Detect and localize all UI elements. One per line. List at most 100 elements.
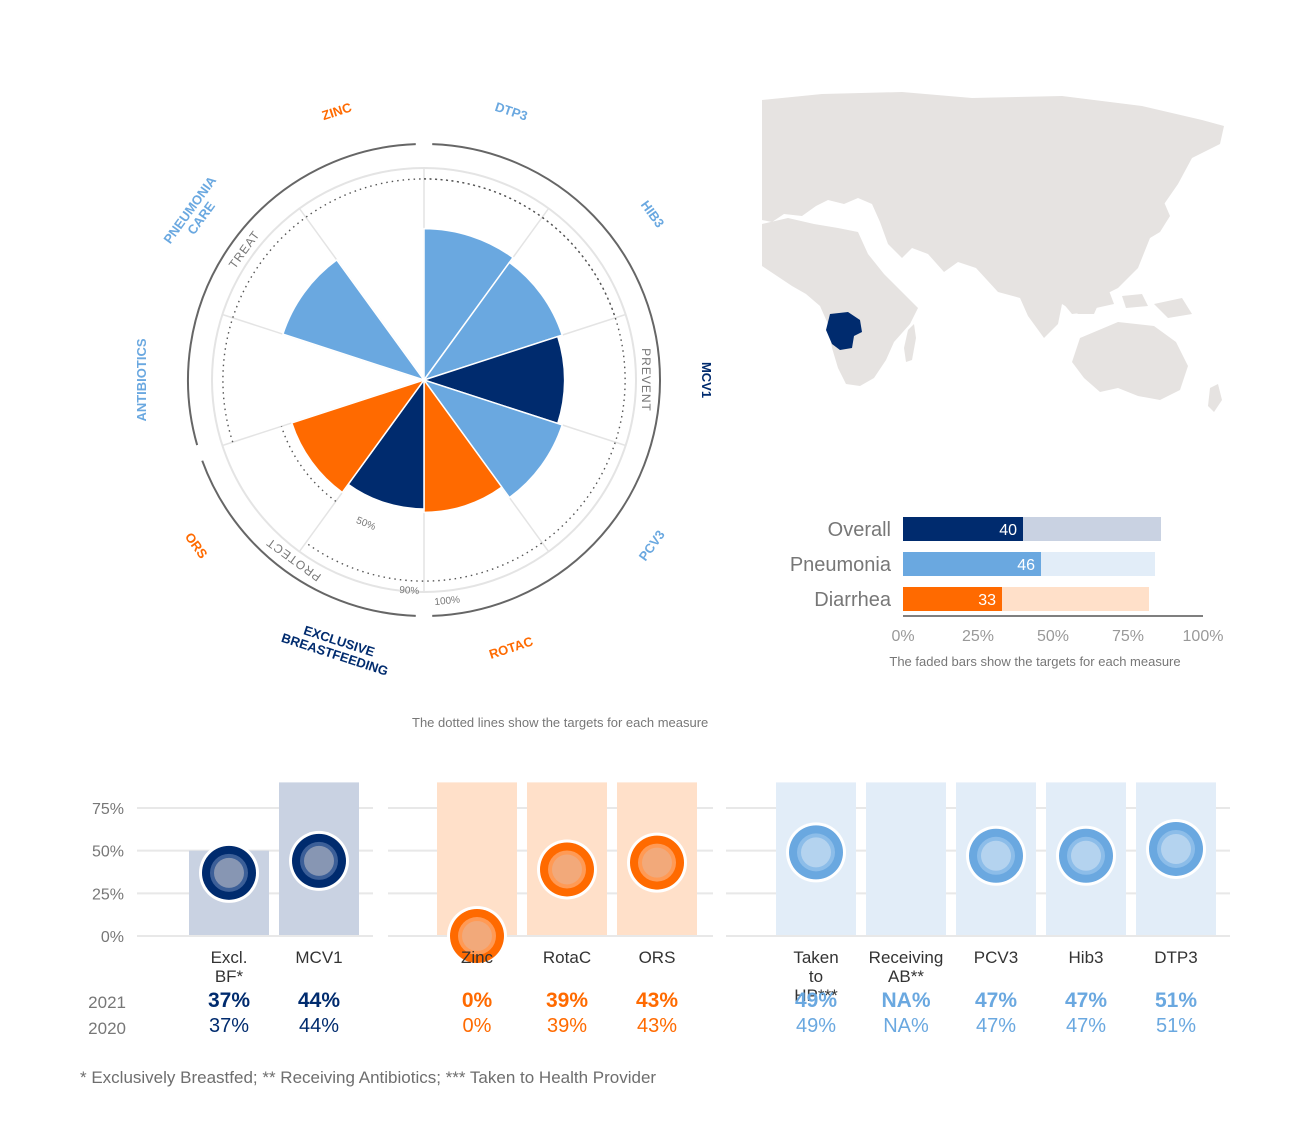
indicator-label: Taken to HP***	[793, 948, 838, 1005]
rose-targets-note: The dotted lines show the targets for ea…	[412, 715, 709, 730]
value-2021: 49%	[795, 989, 837, 1012]
y-tick-label: 50%	[92, 844, 124, 861]
rose-sector-label: ORS	[182, 530, 211, 562]
indicator-label-line: Hib3	[1069, 948, 1104, 967]
rose-ring-label: 90%	[399, 585, 420, 597]
value-2020: 49%	[796, 1015, 836, 1037]
indicator-label: ORS	[639, 948, 676, 967]
category-label: Diarrhea	[814, 589, 892, 611]
rose-chart: 50%90%100%PREVENTPROTECTTREATDTP3HIB3MCV…	[134, 99, 714, 679]
rose-sector-label: ROTAC	[487, 633, 535, 661]
rose-sector-label-line: HIB3	[638, 198, 668, 231]
indicator-label-line: BF*	[215, 967, 244, 986]
indicator-label-line: Zinc	[461, 948, 494, 967]
target-bar	[866, 782, 946, 936]
value-2020: NA%	[883, 1015, 929, 1037]
rose-sector-label: ANTIBIOTICS	[134, 338, 149, 421]
rose-sector-label: EXCLUSIVEBREASTFEEDING	[280, 617, 395, 679]
value-dot-core	[801, 837, 831, 868]
indicator-label: Receiving AB**	[869, 948, 944, 986]
rose-sector	[423, 227, 515, 383]
indicator-label: DTP3	[1154, 948, 1197, 967]
rose-sector	[422, 261, 564, 382]
indicator-label-line: Taken	[793, 948, 838, 967]
y-tick-label: 75%	[92, 801, 124, 818]
rose-target-arc	[305, 178, 626, 582]
value-2021: 51%	[1155, 989, 1197, 1012]
rose-sector-label: PCV3	[636, 527, 668, 563]
value-2020: 44%	[299, 1015, 339, 1037]
rose-ring-label: 100%	[434, 594, 461, 608]
value-label: 46	[1017, 557, 1035, 574]
map-land	[762, 92, 1224, 412]
value-2021: 37%	[208, 989, 250, 1012]
year-label-2021: 2021	[88, 993, 126, 1012]
indicator-label: Hib3	[1069, 948, 1104, 967]
value-2020: 51%	[1156, 1015, 1196, 1037]
rose-ring-label: 50%	[354, 515, 377, 533]
indicator-label-line: PCV3	[974, 948, 1018, 967]
rose-sector-label-line: DTP3	[493, 99, 529, 124]
category-label: Overall	[828, 519, 891, 541]
value-dot-core	[214, 857, 244, 888]
y-tick-label: 0%	[101, 929, 124, 946]
value-2021: 47%	[1065, 989, 1107, 1012]
value-2020: 43%	[637, 1015, 677, 1037]
value-2021: NA%	[881, 989, 930, 1012]
indicator-label-line: to	[809, 967, 823, 986]
rose-sector	[347, 377, 425, 510]
value-bar	[903, 517, 1023, 541]
value-dot-core	[981, 840, 1011, 871]
indicator-label-line: Excl.	[211, 948, 248, 967]
rose-sector-label: ZINC	[320, 99, 354, 123]
indicator-label-line: Receiving	[869, 948, 944, 967]
value-dot-core	[304, 845, 334, 876]
world-map	[762, 92, 1224, 412]
rose-group-arc	[432, 143, 661, 617]
x-tick-label: 100%	[1183, 628, 1224, 645]
x-tick-label: 50%	[1037, 628, 1069, 645]
value-dot-core	[1161, 833, 1191, 864]
rose-group-arc	[187, 143, 416, 446]
rose-sector-label-line: PCV3	[636, 527, 668, 563]
rose-sector-label: DTP3	[493, 99, 529, 124]
indicator-label: Excl. BF*	[211, 948, 248, 986]
value-2020: 47%	[1066, 1015, 1106, 1037]
value-2021: 44%	[298, 989, 340, 1012]
indicator-bar-chart: 0% 25% 50% 75% Excl. BF* 37% 37% MCV1 44% 44% Zinc 0…	[88, 782, 1230, 1038]
year-label-2020: 2020	[88, 1019, 126, 1038]
rose-target-arc	[222, 178, 616, 443]
category-label: Pneumonia	[790, 554, 892, 576]
value-label: 33	[978, 592, 996, 609]
rose-group-arc	[201, 460, 416, 617]
angola-highlight	[826, 312, 862, 350]
indicator-label-line: AB**	[888, 967, 924, 986]
footnote: * Exclusively Breastfed; ** Receiving An…	[80, 1068, 657, 1087]
y-tick-label: 25%	[92, 886, 124, 903]
value-2021: 47%	[975, 989, 1017, 1012]
rose-sector-label: HIB3	[638, 198, 668, 231]
value-2020: 39%	[547, 1015, 587, 1037]
value-bar	[903, 552, 1041, 576]
rose-sector-label-line: ROTAC	[487, 633, 535, 661]
indicator-label: MCV1	[295, 948, 342, 967]
value-2020: 0%	[463, 1015, 492, 1037]
rose-sector-label-line: ORS	[182, 530, 211, 562]
x-tick-label: 25%	[962, 628, 994, 645]
value-2020: 37%	[209, 1015, 249, 1037]
rose-group-label: PREVENT	[639, 348, 653, 412]
value-2021: 0%	[462, 989, 493, 1012]
value-2020: 47%	[976, 1015, 1016, 1037]
rose-sector	[281, 258, 426, 382]
value-dot-core	[1071, 840, 1101, 871]
value-label: 40	[999, 522, 1017, 539]
indicator-label: PCV3	[974, 948, 1018, 967]
indicator-label: Zinc	[461, 948, 494, 967]
x-tick-label: 75%	[1112, 628, 1144, 645]
indicator-label-line: HP***	[794, 986, 838, 1005]
x-tick-label: 0%	[891, 628, 914, 645]
rose-sector-label: PNEUMONIACARE	[160, 173, 231, 255]
indicator-label-line: ORS	[639, 948, 676, 967]
rose-sector-label: MCV1	[699, 362, 714, 398]
